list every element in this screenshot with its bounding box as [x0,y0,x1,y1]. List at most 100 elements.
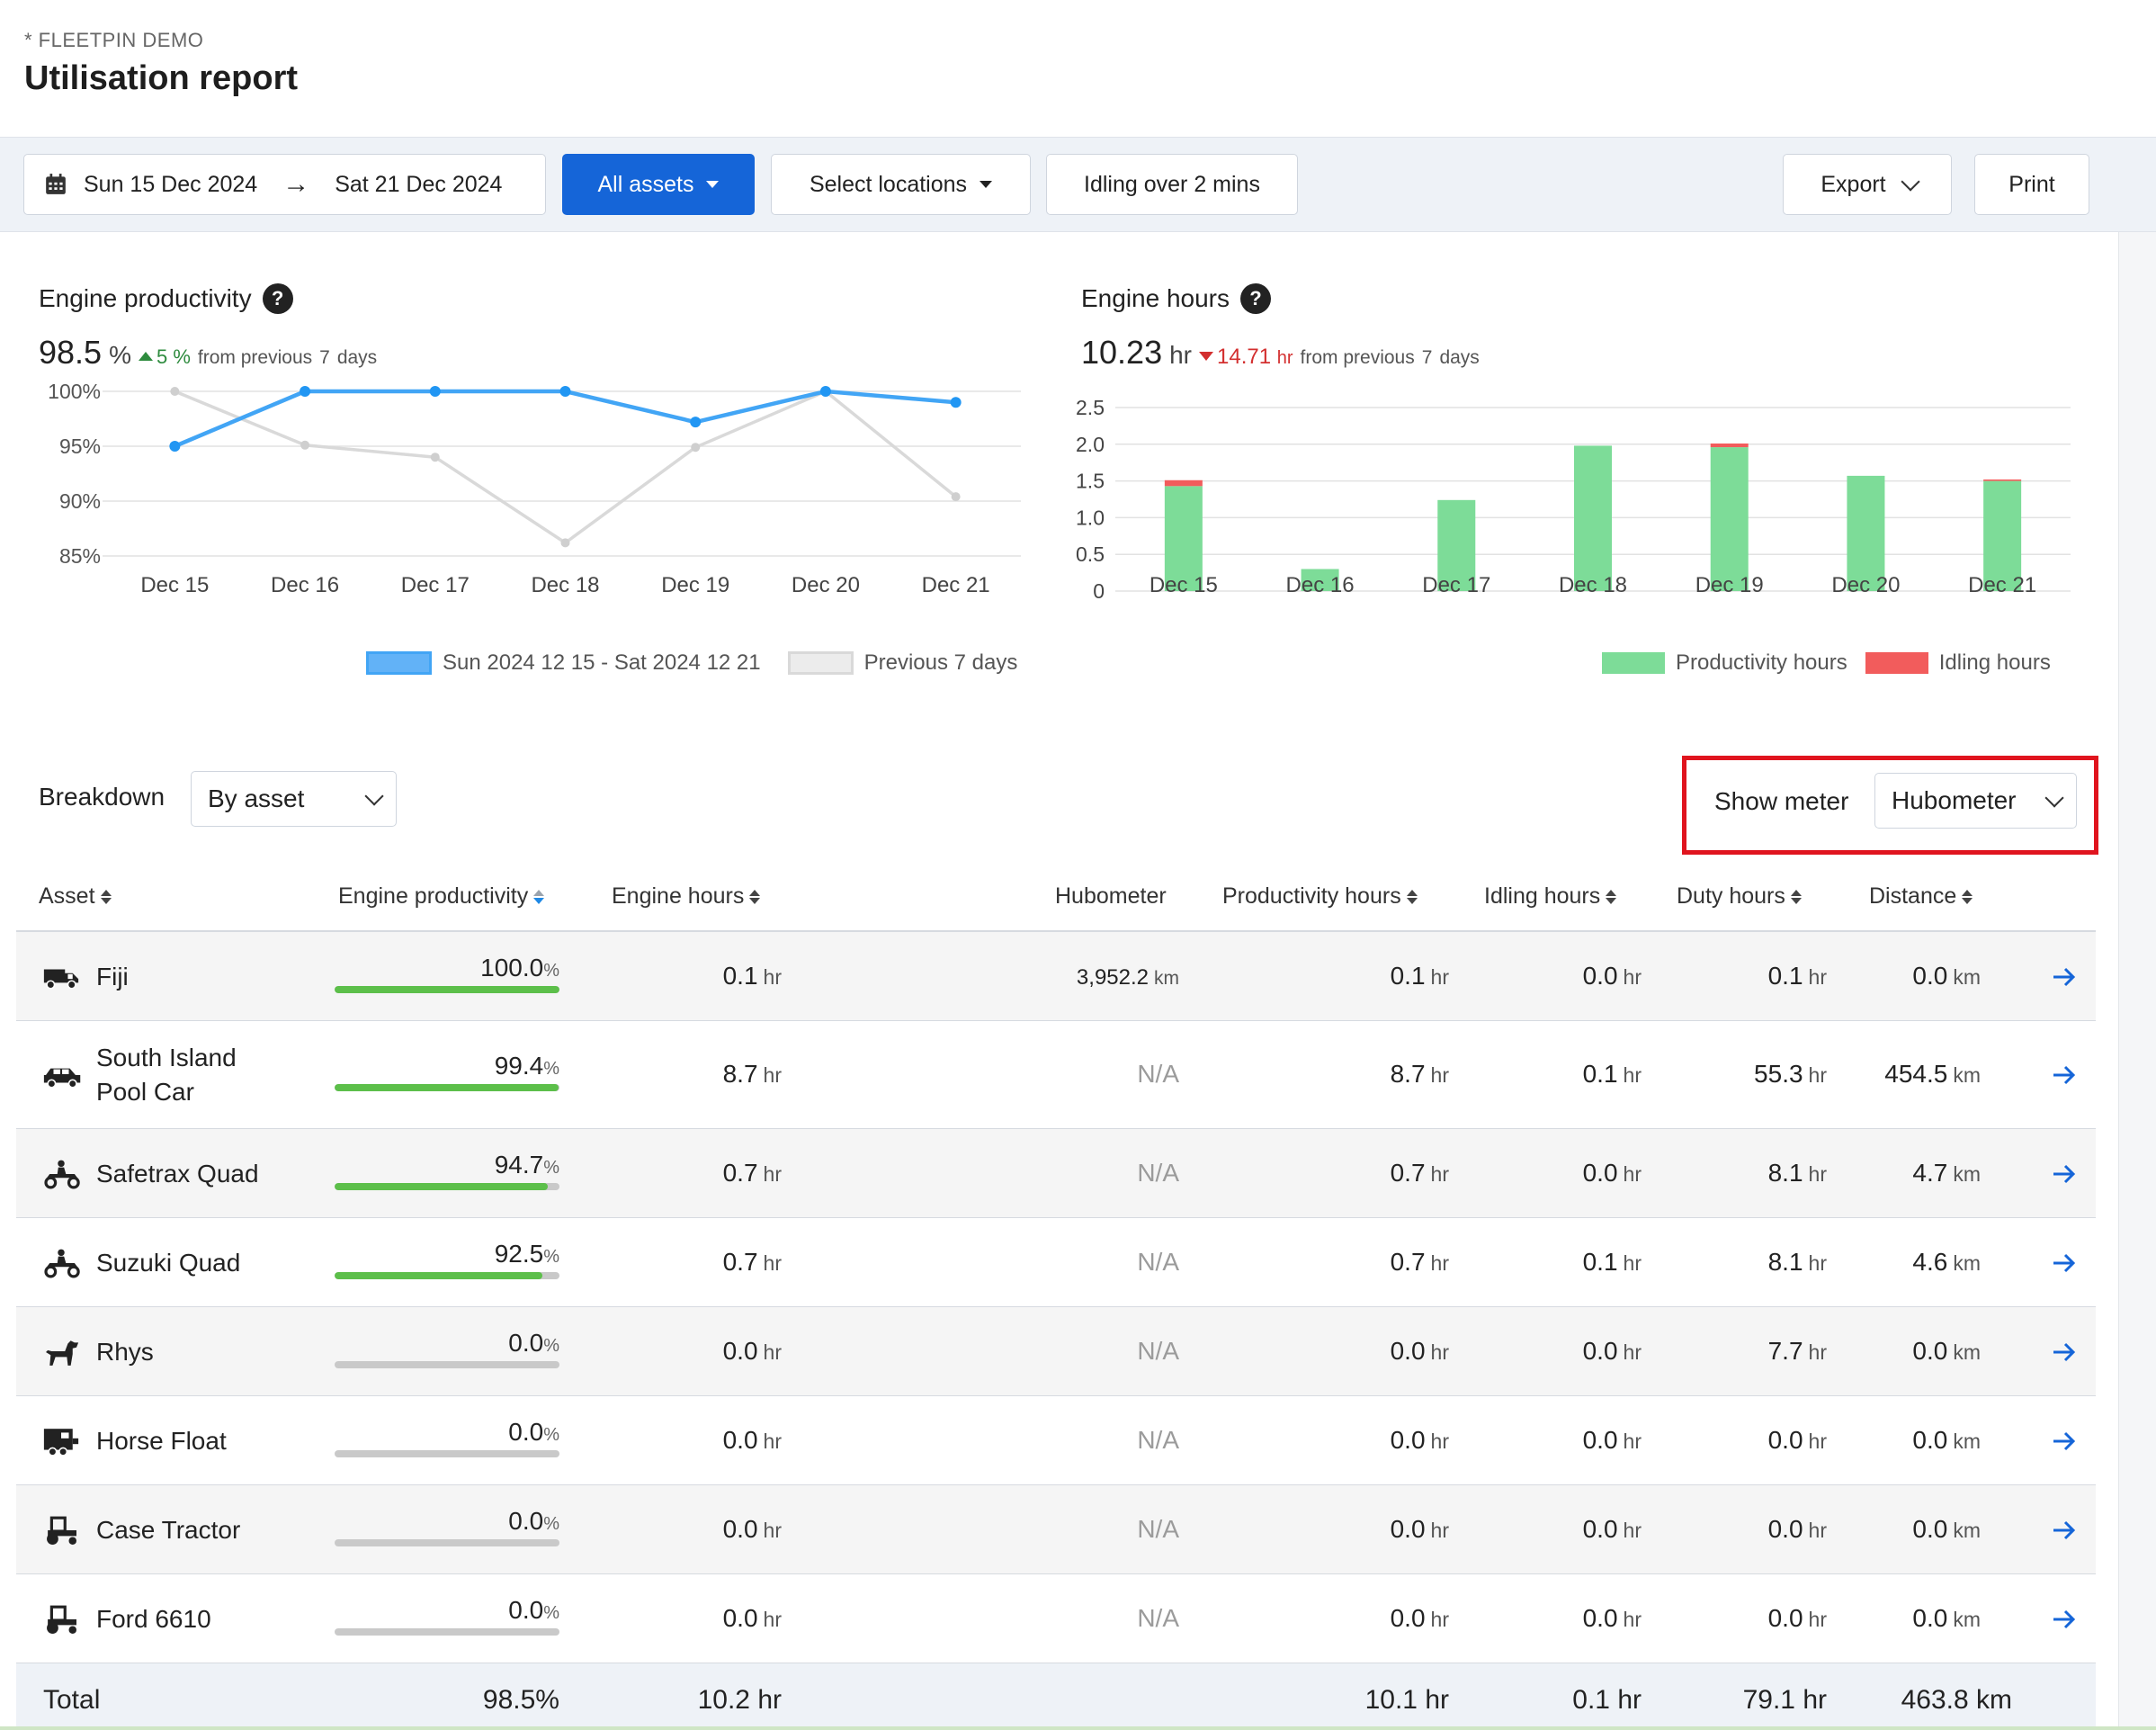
engine-hours-cell: 0.0 hr [723,1426,782,1455]
duty-hours-cell-value: 0.0 [1767,1425,1803,1454]
data-point[interactable] [560,538,570,548]
asset-name[interactable]: Rhys [96,1337,154,1366]
productivity-hours-cell-value: 0.7 [1390,1247,1426,1276]
asset-name[interactable]: Ford 6610 [96,1604,211,1633]
distance-cell-value: 4.7 [1912,1158,1948,1187]
distance-cell-value: 0.0 [1912,1425,1948,1454]
idling-threshold-button[interactable]: Idling over 2 mins [1046,154,1298,215]
hubometer-cell: N/A [1137,1247,1179,1276]
bar-productivity[interactable] [1710,447,1749,591]
bar-productivity[interactable] [1301,569,1339,591]
y-tick-label: 100% [48,380,101,403]
data-point[interactable] [430,453,440,462]
duty-hours-cell-unit: hr [1808,1250,1827,1275]
engine-hours-cell-unit: hr [763,1607,782,1631]
productivity-hours-cell-value: 8.7 [1390,1060,1426,1088]
data-point[interactable] [691,443,701,453]
table-row[interactable]: Rhys 0.0% 0.0 hr N/A 0.0 hr 0.0 hr 7.7 hr 0.… [16,1307,2096,1396]
header-engine-productivity[interactable]: Engine productivity [338,883,545,910]
scrollbar-track[interactable] [2118,232,2156,1730]
asset-name[interactable]: Fiji [96,962,129,990]
table-header: Asset Engine productivity Engine hours H… [16,865,2096,932]
all-assets-dropdown[interactable]: All assets [562,154,755,215]
header-engine-hours[interactable]: Engine hours [612,883,761,910]
duty-hours-cell-unit: hr [1808,964,1827,989]
arrow-right-icon[interactable] [2051,1252,2078,1274]
arrow-right-icon[interactable] [2051,1430,2078,1452]
print-button[interactable]: Print [1974,154,2089,215]
productivity-hours-cell: 8.7 hr [1391,1060,1449,1089]
productivity-value: 99.4% [494,1052,559,1080]
help-icon[interactable]: ? [262,283,293,314]
productivity-hours-cell: 0.0 hr [1391,1515,1449,1544]
arrow-right-icon[interactable] [2051,1519,2078,1541]
asset-name[interactable]: Case Tractor [96,1515,241,1544]
idling-hours-cell-unit: hr [1623,1518,1642,1542]
bar-idling[interactable] [1983,479,2022,481]
total-productivity: 98.5% [482,1685,559,1715]
asset-name[interactable]: South Island Pool Car [96,1044,237,1106]
duty-hours-cell: 8.1 hr [1768,1248,1827,1277]
export-dropdown[interactable]: Export [1783,154,1952,215]
engine-hours-cell-value: 0.0 [722,1336,758,1365]
x-tick-label: Dec 19 [1695,573,1764,597]
bar-productivity[interactable] [1983,480,2022,591]
data-point[interactable] [300,440,310,450]
data-point[interactable] [169,441,181,452]
table-row[interactable]: Horse Float 0.0% 0.0 hr N/A 0.0 hr 0.0 hr 0… [16,1396,2096,1485]
asset-name[interactable]: Safetrax Quad [96,1159,259,1188]
arrow-right-icon[interactable] [2051,1163,2078,1185]
data-point[interactable] [559,386,571,397]
productivity-bar [335,1627,559,1636]
arrow-right-icon[interactable] [2051,1064,2078,1086]
table-total-row: Total 98.5% 10.2 hr 10.1 hr 0.1 hr 79.1 … [16,1663,2096,1726]
bar-productivity[interactable] [1437,499,1476,591]
bar-idling[interactable] [1710,443,1749,448]
dog-icon [46,1340,79,1366]
productivity-hours-cell-unit: hr [1430,1429,1449,1453]
engine-hours-cell: 0.0 hr [723,1337,782,1366]
arrow-right-icon[interactable] [2051,966,2078,988]
distance-cell: 4.6 km [1912,1248,1981,1277]
asset-name[interactable]: Suzuki Quad [96,1248,241,1277]
data-point[interactable] [170,387,180,396]
table-row[interactable]: South Island Pool Car 99.4% 8.7 hr N/A 8.… [16,1021,2096,1129]
arrow-right-icon[interactable] [2051,1609,2078,1630]
header-distance[interactable]: Distance [1869,883,1973,910]
data-point[interactable] [819,386,831,397]
bar-idling[interactable] [1164,480,1203,487]
engine-hours-cell-value: 0.7 [722,1247,758,1276]
productivity-cell: 92.5% [335,1240,559,1279]
header-asset[interactable]: Asset [39,883,112,910]
bar-productivity[interactable] [1164,486,1203,591]
date-range-picker[interactable]: Sun 15 Dec 2024 → Sat 21 Dec 2024 [23,154,546,215]
breakdown-select[interactable]: By asset [191,771,397,827]
bar-productivity[interactable] [1847,475,1885,591]
header-productivity-hours[interactable]: Productivity hours [1222,883,1418,910]
data-point[interactable] [951,492,961,502]
idling-hours-cell-unit: hr [1623,964,1642,989]
help-icon[interactable]: ? [1240,283,1272,314]
duty-hours-cell-value: 0.1 [1767,961,1803,990]
hours-delta-unit: hr [1276,348,1293,368]
table-row[interactable]: Ford 6610 0.0% 0.0 hr N/A 0.0 hr 0.0 hr 0.0… [16,1574,2096,1663]
productivity-chart-title-text: Engine productivity [39,284,252,312]
data-point[interactable] [300,386,311,397]
hubometer-cell: N/A [1137,1425,1179,1454]
header-idling-hours[interactable]: Idling hours [1484,883,1617,910]
bar-productivity[interactable] [1574,445,1612,591]
select-locations-dropdown[interactable]: Select locations [771,154,1031,215]
data-point[interactable] [690,417,702,428]
header-duty-hours[interactable]: Duty hours [1677,883,1802,910]
data-point[interactable] [950,397,962,408]
table-row[interactable]: Suzuki Quad 92.5% 0.7 hr N/A 0.7 hr 0.1 hr … [16,1218,2096,1307]
productivity-cell: 0.0% [335,1507,559,1546]
data-point[interactable] [429,386,441,397]
table-row[interactable]: Safetrax Quad 94.7% 0.7 hr N/A 0.7 hr 0.0 h… [16,1129,2096,1218]
table-row[interactable]: Case Tractor 0.0% 0.0 hr N/A 0.0 hr 0.0 hr … [16,1485,2096,1574]
asset-name[interactable]: Horse Float [96,1426,227,1455]
meter-select[interactable]: Hubometer [1874,773,2077,829]
x-tick-label: Dec 16 [1286,573,1355,597]
table-row[interactable]: Fiji 100.0% 0.1 hr 3,952.2 km 0.1 hr 0.0 hr … [16,932,2096,1021]
arrow-right-icon[interactable] [2051,1341,2078,1363]
